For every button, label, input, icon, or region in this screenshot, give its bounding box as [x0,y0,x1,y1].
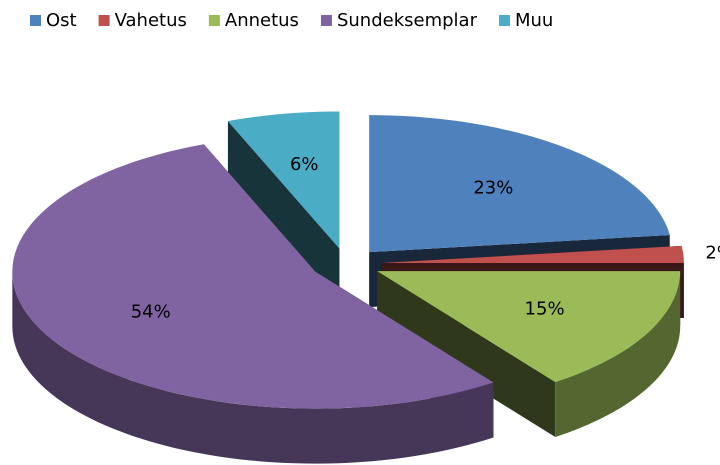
slice-wall [12,271,494,464]
legend-swatch [30,15,41,26]
slice [12,144,494,409]
legend-swatch [320,15,332,26]
legend-swatch [498,15,510,26]
slice-side [377,271,556,438]
legend: Ost Vahetus Annetus Sundeksemplar Muu [30,10,553,31]
slice [380,245,684,264]
legend-swatch [98,15,110,26]
pie: 6% 23% 2% 15% 54% [12,111,720,464]
slice-side [227,121,340,304]
slice [227,111,340,249]
data-label: 6% [290,154,319,175]
legend-swatch [208,15,220,26]
slice-wall [555,271,681,438]
slice [377,271,681,383]
data-label: 2% [705,242,720,263]
legend-label: Vahetus [115,10,187,31]
legend-label: Sundeksemplar [337,10,478,31]
legend-label: Muu [515,10,553,31]
slice [369,115,670,253]
legend-label: Annetus [225,10,299,31]
legend-label: Ost [46,10,77,31]
data-label: 23% [473,177,513,198]
data-label: 54% [131,302,171,323]
data-label: 15% [525,299,565,320]
